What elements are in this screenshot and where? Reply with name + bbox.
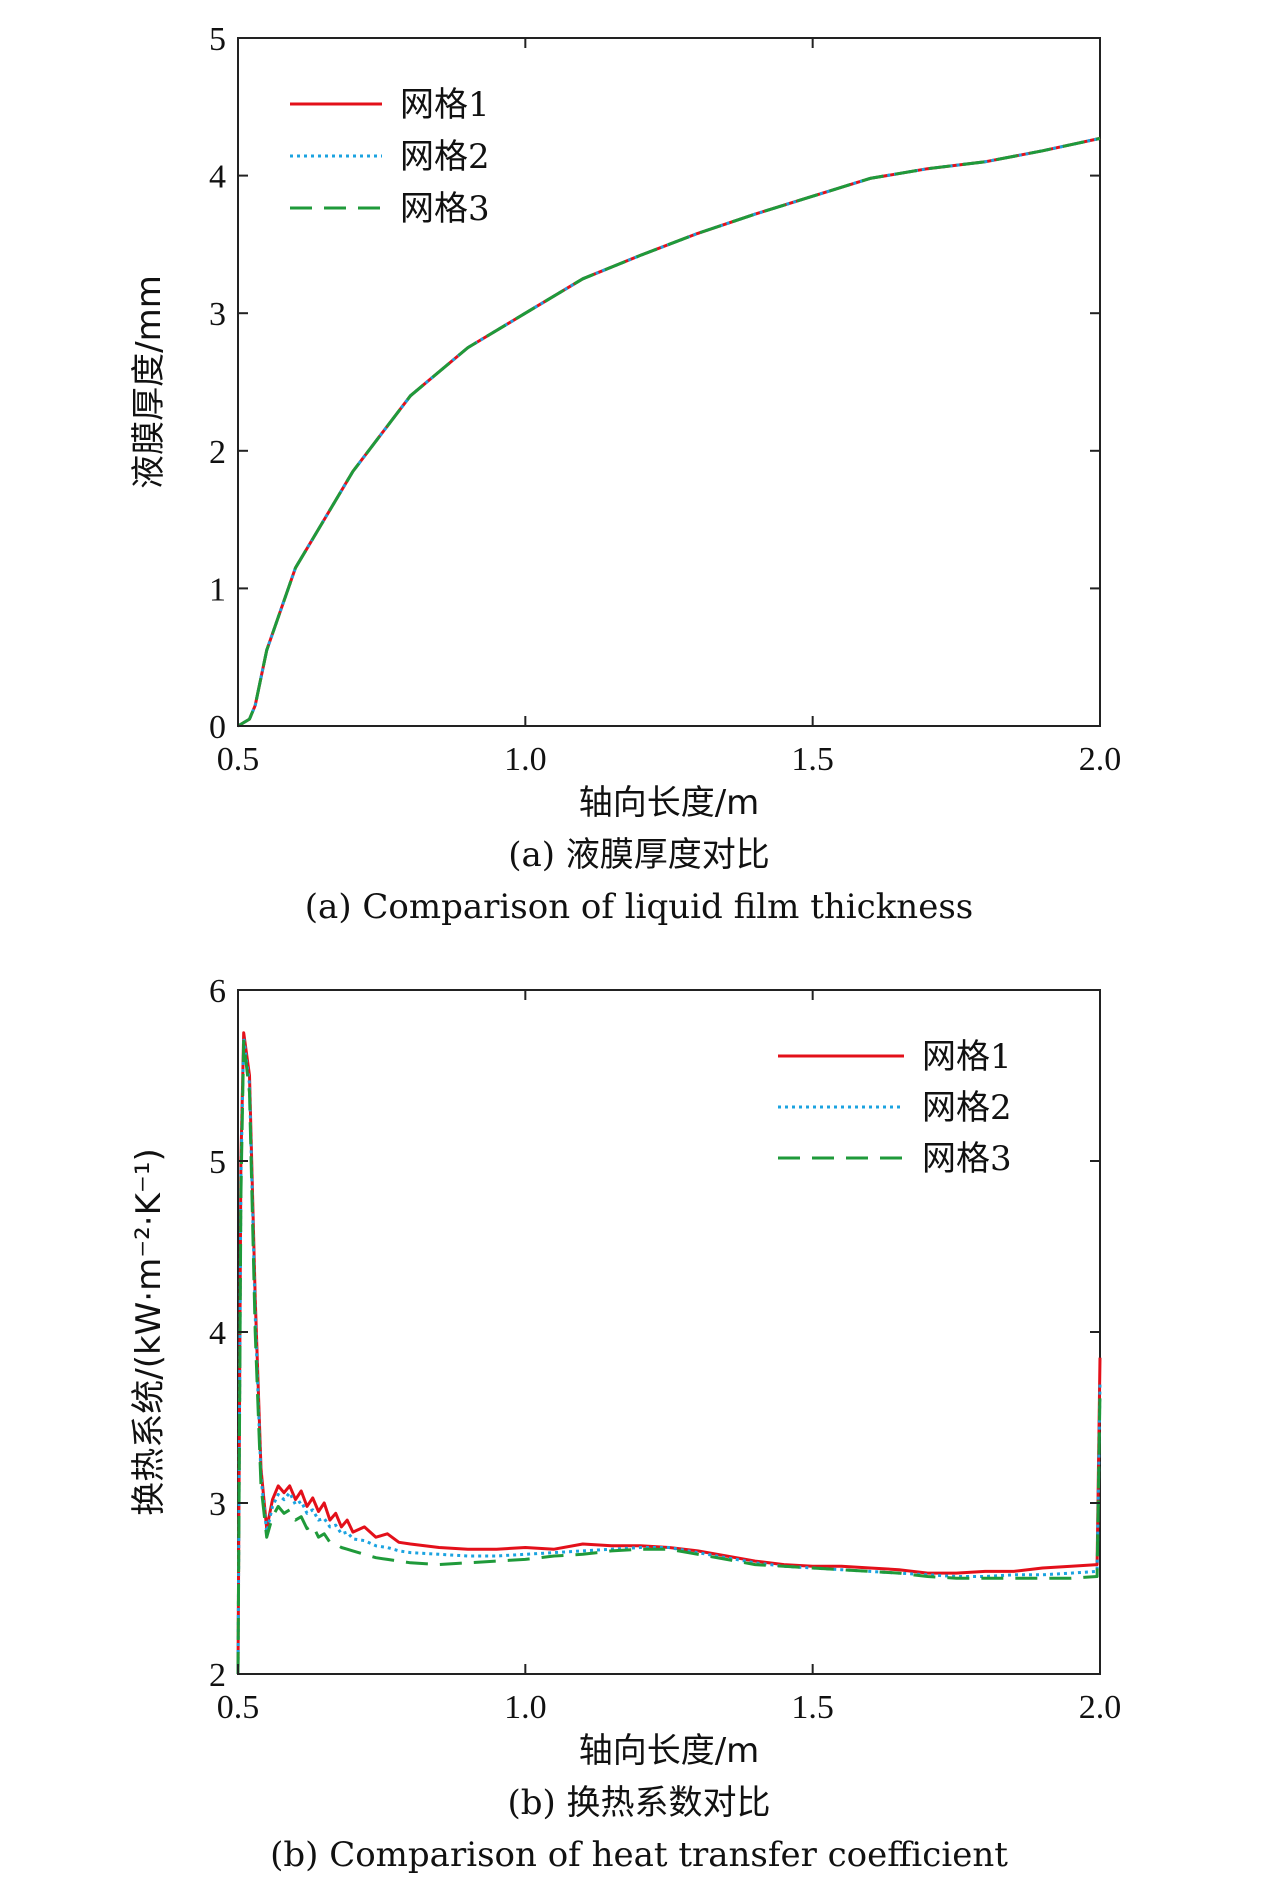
- series-line-1: [237, 136, 1101, 728]
- series-line-2: [236, 1036, 1102, 1675]
- y-axis-label: 液膜厚度/mm: [129, 275, 169, 489]
- legend: 网格1 网格2 网格3: [778, 1037, 1012, 1179]
- x-tick-label: 0.5: [217, 741, 260, 778]
- y-tick-label: 2: [209, 434, 226, 471]
- legend-label-2: 网格2: [400, 137, 490, 177]
- y-tick-label: 5: [209, 21, 226, 58]
- x-axis-label: 轴向长度/m: [579, 783, 760, 823]
- caption-en: (b) Comparison of heat transfer coeffici…: [270, 1835, 1008, 1875]
- x-tick-label: 2.0: [1079, 1689, 1122, 1726]
- caption-cn: (b) 换热系数对比: [507, 1783, 770, 1823]
- legend-label-1: 网格1: [400, 85, 490, 125]
- x-axis-label: 轴向长度/m: [579, 1731, 760, 1771]
- y-tick-label: 2: [209, 1657, 226, 1694]
- legend-label-3: 网格3: [922, 1139, 1012, 1179]
- legend-label-3: 网格3: [400, 189, 490, 229]
- plot-frame: [237, 37, 1101, 727]
- legend-label-2: 网格2: [922, 1088, 1012, 1128]
- chart-liquid-film-thickness: 0.5 1.0 1.5 2.0 0 1 2 3 4 5 轴向长度/m 液膜厚度/mm (a) 液膜厚度对…: [129, 21, 1121, 927]
- series-line-3: [236, 1039, 1102, 1675]
- x-tick-label: 1.5: [791, 1689, 834, 1726]
- series-line-3: [237, 136, 1101, 728]
- y-tick-label: 4: [209, 159, 226, 196]
- y-tick-label: 4: [209, 1315, 226, 1352]
- chart-heat-transfer-coefficient: 0.5 1.0 1.5 2.0 2 3 4 5 6 轴向长度/m 换热系统/(kW·m⁻²·K⁻¹)…: [129, 973, 1121, 1875]
- x-tick-label: 2.0: [1079, 741, 1122, 778]
- series-line-2: [237, 136, 1101, 728]
- x-tick-label: 1.0: [504, 1689, 547, 1726]
- x-tick-label: 1.5: [791, 741, 834, 778]
- x-tick-label: 0.5: [217, 1689, 260, 1726]
- series-line-1: [236, 1031, 1102, 1675]
- y-tick-label: 3: [209, 1486, 226, 1523]
- caption-cn: (a) 液膜厚度对比: [508, 835, 770, 875]
- y-tick-label: 5: [209, 1144, 226, 1181]
- y-tick-label: 6: [209, 973, 226, 1010]
- legend-label-1: 网格1: [922, 1037, 1012, 1077]
- legend: 网格1 网格2 网格3: [290, 85, 490, 229]
- caption-en: (a) Comparison of liquid film thickness: [305, 887, 973, 927]
- y-tick-label: 0: [209, 709, 226, 746]
- x-tick-label: 1.0: [504, 741, 547, 778]
- y-axis-label: 换热系统/(kW·m⁻²·K⁻¹): [129, 1148, 169, 1515]
- y-tick-label: 3: [209, 296, 226, 333]
- y-tick-label: 1: [209, 571, 226, 608]
